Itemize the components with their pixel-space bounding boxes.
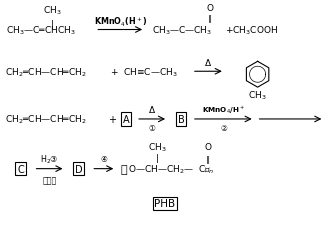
Text: CH$_2$═CH—CH═CH$_2$: CH$_2$═CH—CH═CH$_2$ <box>5 113 86 126</box>
Text: ∥: ∥ <box>208 13 212 22</box>
Text: 【: 【 <box>120 164 127 174</box>
Text: Δ: Δ <box>149 105 155 114</box>
Text: CH$_3$: CH$_3$ <box>43 4 62 17</box>
Text: D: D <box>75 164 82 174</box>
Text: CH$_3$: CH$_3$ <box>248 90 267 102</box>
Text: KMnO$_4$/H$^+$: KMnO$_4$/H$^+$ <box>202 104 245 115</box>
Text: C: C <box>17 164 24 174</box>
Text: +CH$_3$COOH: +CH$_3$COOH <box>225 24 278 37</box>
Text: CH$_2$═CH—CH═CH$_2$: CH$_2$═CH—CH═CH$_2$ <box>5 66 86 78</box>
Text: C】$_n$: C】$_n$ <box>198 163 214 175</box>
Text: |: | <box>51 20 54 28</box>
Text: CH$_3$—C═CHCH$_3$: CH$_3$—C═CHCH$_3$ <box>6 24 76 37</box>
Text: KMnO$_4$(H$^+$): KMnO$_4$(H$^+$) <box>94 16 147 29</box>
Text: +: + <box>108 115 116 124</box>
Text: ①: ① <box>148 124 155 133</box>
Text: CH$_3$: CH$_3$ <box>148 141 166 153</box>
Text: CH$_3$—C—CH$_3$: CH$_3$—C—CH$_3$ <box>152 24 213 37</box>
Text: B: B <box>178 115 184 124</box>
Text: O: O <box>204 143 211 152</box>
Text: ∥: ∥ <box>206 153 210 162</box>
Text: O: O <box>206 4 213 13</box>
Text: PHB: PHB <box>154 198 176 209</box>
Text: 催化剂: 催化剂 <box>42 175 57 184</box>
Text: ②: ② <box>220 124 227 133</box>
Text: ④: ④ <box>101 155 108 164</box>
Text: |: | <box>156 153 158 162</box>
Text: +  CH≡C—CH$_3$: + CH≡C—CH$_3$ <box>110 66 178 78</box>
Text: H$_2$③: H$_2$③ <box>40 153 59 165</box>
Text: O—CH—CH$_2$—: O—CH—CH$_2$— <box>128 163 194 175</box>
Text: Δ: Δ <box>205 58 211 68</box>
Text: A: A <box>123 115 129 124</box>
